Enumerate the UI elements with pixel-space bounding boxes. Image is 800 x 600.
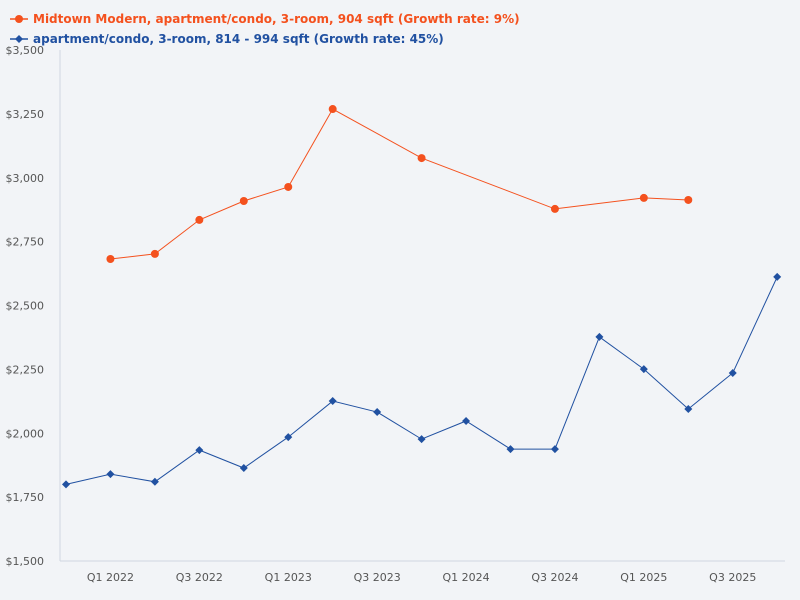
data-point: [239, 463, 248, 472]
data-point: [684, 195, 693, 204]
data-point: [195, 215, 204, 224]
y-tick-label: $3,250: [6, 108, 45, 121]
data-point: [195, 446, 204, 455]
data-point: [728, 368, 737, 377]
x-tick-label: Q1 2024: [442, 571, 489, 584]
y-tick-label: $1,500: [6, 555, 45, 568]
y-tick-label: $3,000: [6, 172, 45, 185]
data-point: [462, 416, 471, 425]
x-tick-label: Q1 2022: [87, 571, 134, 584]
data-point: [639, 193, 648, 202]
y-tick-label: $1,750: [6, 491, 45, 504]
data-point: [239, 197, 248, 206]
y-tick-label: $2,000: [6, 427, 45, 440]
series-line-0: [110, 108, 689, 260]
legend: Midtown Modern, apartment/condo, 3-room,…: [10, 9, 520, 49]
legend-item-midtown-modern[interactable]: Midtown Modern, apartment/condo, 3-room,…: [10, 9, 520, 29]
data-point: [417, 435, 426, 444]
data-point: [595, 332, 604, 341]
legend-label: apartment/condo, 3-room, 814 - 994 sqft …: [33, 32, 444, 46]
circle-marker-icon: [10, 15, 28, 23]
x-tick-label: Q3 2024: [531, 571, 578, 584]
y-tick-label: $3,500: [6, 44, 45, 57]
x-tick-label: Q3 2022: [176, 571, 223, 584]
series-line-1: [65, 276, 778, 485]
data-point: [62, 480, 70, 489]
y-tick-label: $2,250: [6, 363, 45, 376]
data-point: [106, 254, 115, 263]
legend-label: Midtown Modern, apartment/condo, 3-room,…: [33, 12, 520, 26]
legend-item-comparables[interactable]: apartment/condo, 3-room, 814 - 994 sqft …: [10, 29, 520, 49]
data-point: [506, 445, 515, 454]
data-point: [684, 404, 693, 413]
data-point: [550, 445, 559, 454]
x-tick-label: Q3 2025: [709, 571, 756, 584]
data-point: [550, 204, 559, 213]
x-tick-label: Q1 2023: [265, 571, 312, 584]
y-tick-label: $2,750: [6, 236, 45, 249]
diamond-marker-icon: [10, 35, 28, 43]
data-point: [150, 249, 159, 258]
data-point: [328, 397, 337, 406]
y-tick-label: $2,500: [6, 300, 45, 313]
x-tick-label: Q3 2023: [354, 571, 401, 584]
data-point: [373, 408, 382, 417]
data-point: [773, 272, 782, 281]
data-point: [417, 154, 426, 163]
data-point: [639, 365, 648, 374]
data-point: [150, 477, 159, 486]
data-point: [328, 105, 337, 114]
data-point: [284, 182, 293, 191]
x-tick-label: Q1 2025: [620, 571, 667, 584]
data-point: [284, 433, 293, 442]
data-point: [106, 470, 115, 479]
